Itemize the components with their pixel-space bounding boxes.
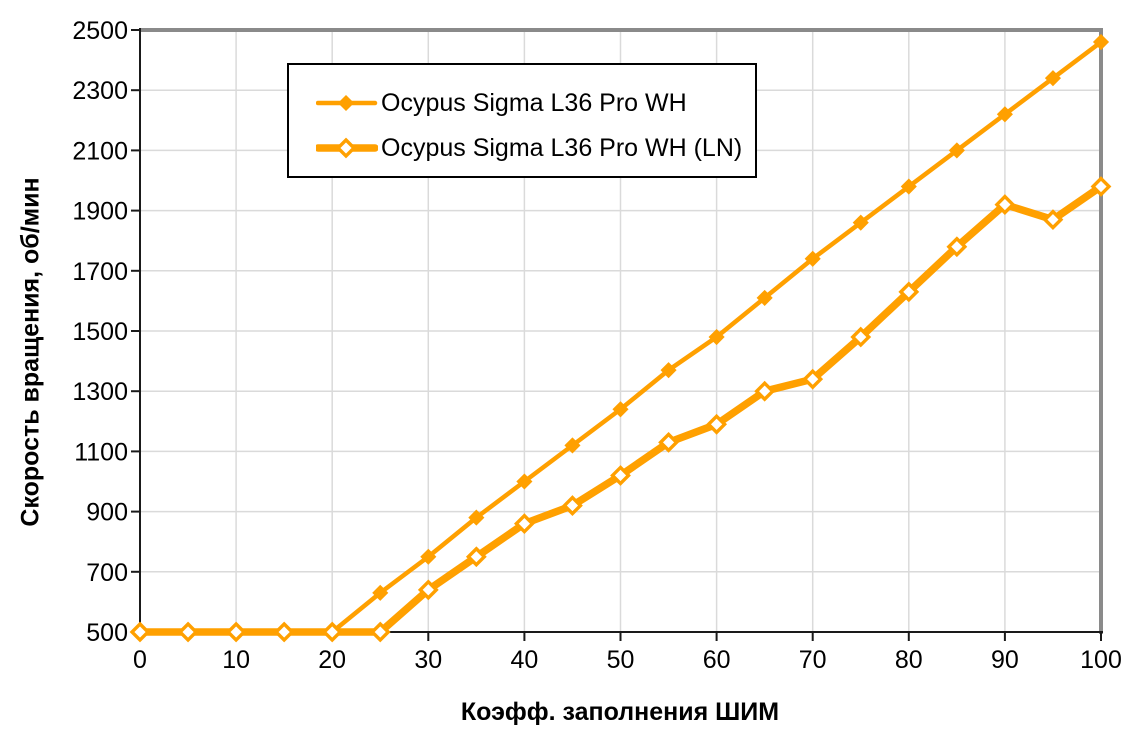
y-tick-label: 2300 (72, 77, 128, 105)
series-2-line-marker-icon (316, 137, 378, 159)
legend: Ocypus Sigma L36 Pro WH Ocypus Sigma L36… (287, 63, 757, 178)
series-1-marker (852, 214, 869, 231)
series-1-marker (708, 328, 725, 346)
x-tick-label: 20 (318, 646, 346, 674)
y-tick-label: 1900 (72, 198, 128, 226)
series-1-marker (468, 509, 485, 526)
series-1-marker (1044, 70, 1062, 87)
x-tick-label: 100 (1080, 646, 1122, 674)
series-1-marker (516, 473, 533, 490)
series-2-marker (562, 495, 583, 516)
y-tick-label: 1100 (74, 438, 128, 466)
x-tick-label: 70 (799, 646, 827, 674)
y-tick-label: 1700 (72, 258, 128, 286)
series-1-marker (660, 362, 677, 379)
series-2-marker (321, 621, 343, 643)
x-tick-label: 40 (510, 646, 538, 674)
series-2-marker (225, 621, 247, 643)
series-1-marker (804, 250, 821, 267)
x-tick-label: 0 (133, 646, 147, 674)
series-2-marker (513, 513, 535, 535)
series-2-marker (1042, 209, 1064, 231)
series-2-marker (417, 579, 439, 601)
series-1-marker (1092, 33, 1110, 51)
series-1-line-marker-icon (316, 94, 378, 112)
x-tick-label: 90 (991, 646, 1019, 674)
series-1-marker (996, 106, 1013, 123)
series-2-marker (706, 413, 728, 435)
y-tick-label: 700 (86, 559, 128, 587)
series-2-marker (946, 236, 968, 258)
series-2-marker (802, 368, 824, 390)
tick-labels: 5007009001100130015001700190021002300250… (72, 17, 1121, 674)
y-tick-label: 1300 (72, 378, 128, 406)
y-tick-label: 1500 (72, 318, 128, 346)
series-1-marker (612, 401, 629, 418)
series-2-marker (273, 621, 295, 643)
series-2-marker (610, 465, 631, 486)
series-2-marker (754, 380, 776, 402)
y-tick-label: 2100 (72, 137, 128, 165)
series-2-marker (369, 621, 391, 643)
plot-border (140, 28, 1103, 634)
series-1-marker (564, 437, 581, 454)
x-tick-label: 30 (414, 646, 442, 674)
x-tick-label: 80 (895, 646, 923, 674)
series-2-marker (465, 546, 487, 568)
series-1-marker (372, 584, 389, 601)
x-tick-label: 10 (222, 646, 250, 674)
legend-item-series-1: Ocypus Sigma L36 Pro WH (316, 89, 755, 117)
series-2-marker (994, 194, 1016, 215)
legend-item-series-2: Ocypus Sigma L36 Pro WH (LN) (316, 134, 755, 162)
series-2-marker (1090, 176, 1112, 197)
y-axis-title: Скорость вращения, об/мин (16, 177, 45, 527)
series-1-marker (900, 178, 917, 195)
series-2-marker (658, 431, 679, 453)
x-axis-title: Коэфф. заполнения ШИМ (460, 698, 780, 726)
series-2-marker (129, 621, 151, 643)
series-2-marker (850, 326, 872, 348)
y-tick-label: 900 (86, 499, 128, 527)
x-tick-label: 60 (703, 646, 731, 674)
series-2-marker (177, 621, 199, 643)
series-2-open-diamond (129, 176, 1112, 643)
x-tick-label: 50 (607, 646, 635, 674)
legend-label-series-2: Ocypus Sigma L36 Pro WH (LN) (381, 133, 743, 162)
series-2-marker (898, 281, 920, 303)
y-tick-label: 2500 (72, 17, 128, 45)
series-1-marker (948, 142, 965, 159)
legend-label-series-1: Ocypus Sigma L36 Pro WH (381, 88, 687, 117)
series-1-marker (756, 289, 773, 306)
series-1-marker (420, 548, 437, 565)
y-tick-label: 500 (86, 619, 128, 647)
